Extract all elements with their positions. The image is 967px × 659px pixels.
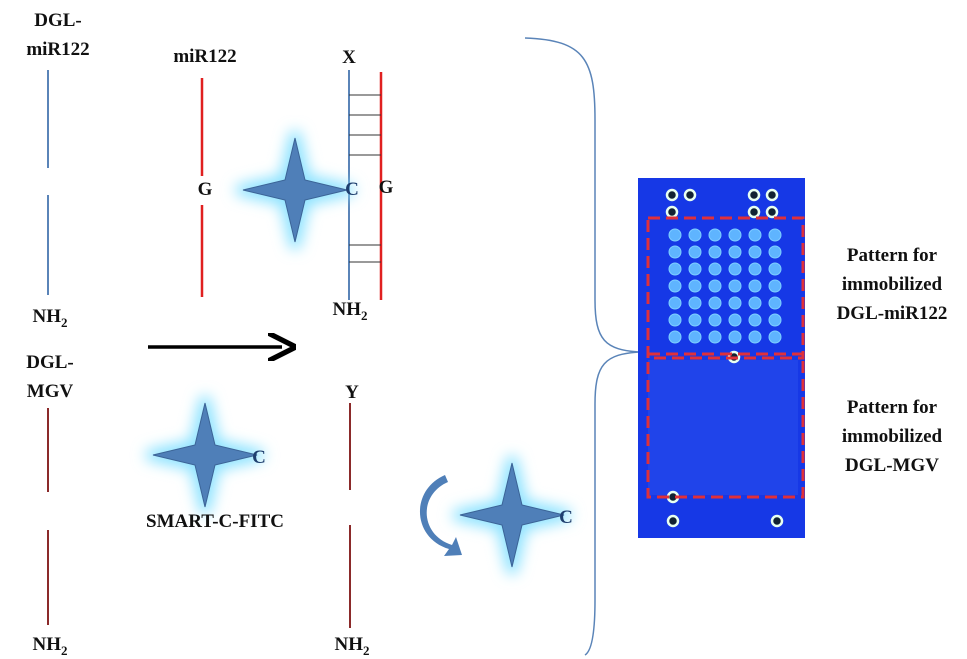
spot xyxy=(689,314,701,326)
label: MGV xyxy=(27,381,74,402)
spot xyxy=(729,331,741,343)
spot xyxy=(709,314,721,326)
label: DGL- xyxy=(26,352,74,373)
spot xyxy=(667,207,677,217)
spot xyxy=(669,280,681,292)
spot xyxy=(769,314,781,326)
spot xyxy=(749,297,761,309)
label: miR122 xyxy=(173,46,236,67)
spot xyxy=(769,263,781,275)
spot xyxy=(669,314,681,326)
spot xyxy=(729,229,741,241)
spot xyxy=(729,280,741,292)
terminus-sub: 2 xyxy=(363,643,370,658)
pattern-label: immobilized xyxy=(842,426,943,447)
base: C xyxy=(559,507,573,528)
spot xyxy=(669,297,681,309)
spot xyxy=(749,246,761,258)
label: DGL- xyxy=(34,10,82,31)
spot xyxy=(709,246,721,258)
probe-star xyxy=(237,132,353,248)
spot xyxy=(749,190,759,200)
terminus-base: NH xyxy=(33,634,62,655)
spot xyxy=(749,263,761,275)
spot xyxy=(689,229,701,241)
spot xyxy=(729,263,741,275)
pattern-label: DGL-MGV xyxy=(845,455,939,476)
spot xyxy=(667,190,677,200)
spot xyxy=(749,280,761,292)
terminus: NH2 xyxy=(33,306,68,330)
spot xyxy=(689,246,701,258)
terminus-base: NH xyxy=(33,306,62,327)
spot xyxy=(709,280,721,292)
label: SMART-C-FITC xyxy=(146,511,284,532)
base: G xyxy=(379,177,394,198)
spot xyxy=(769,331,781,343)
spot xyxy=(769,297,781,309)
pattern-label: DGL-miR122 xyxy=(837,303,948,324)
spot xyxy=(709,263,721,275)
label: X xyxy=(342,47,356,68)
spot xyxy=(729,297,741,309)
spot xyxy=(709,331,721,343)
spot xyxy=(669,246,681,258)
label: Y xyxy=(345,382,359,403)
pattern-label: Pattern for xyxy=(847,397,938,418)
spot xyxy=(749,314,761,326)
spot xyxy=(668,516,678,526)
base: G xyxy=(198,179,213,200)
spot xyxy=(749,229,761,241)
spot xyxy=(689,297,701,309)
probe-star xyxy=(147,397,263,513)
spot xyxy=(669,229,681,241)
spot xyxy=(689,263,701,275)
spot xyxy=(685,190,695,200)
terminus-sub: 2 xyxy=(61,643,68,658)
spot xyxy=(749,331,761,343)
spot xyxy=(772,516,782,526)
terminus: NH2 xyxy=(335,634,370,658)
page: { "dgl_mir122": {"label": ["DGL-", "miR1… xyxy=(0,0,967,659)
spot xyxy=(729,314,741,326)
spot xyxy=(669,331,681,343)
terminus-sub: 2 xyxy=(361,308,368,323)
spot xyxy=(729,246,741,258)
brace xyxy=(525,38,640,655)
base: C xyxy=(252,447,266,468)
spot xyxy=(689,331,701,343)
diagram: DGL- miR122 NH2 miR122 G X C G NH2 DGL- … xyxy=(0,0,967,659)
pattern-label: immobilized xyxy=(842,274,943,295)
spot xyxy=(769,246,781,258)
spot xyxy=(749,207,759,217)
terminus-sub: 2 xyxy=(61,315,68,330)
spot xyxy=(767,207,777,217)
label: miR122 xyxy=(26,39,89,60)
terminus-base: NH xyxy=(335,634,364,655)
terminus: NH2 xyxy=(33,634,68,658)
spot xyxy=(769,280,781,292)
spot xyxy=(669,263,681,275)
spot xyxy=(689,280,701,292)
terminus-base: NH xyxy=(333,299,362,320)
spot xyxy=(709,229,721,241)
terminus: NH2 xyxy=(333,299,368,323)
pattern-label: Pattern for xyxy=(847,245,938,266)
spot xyxy=(769,229,781,241)
base: C xyxy=(345,179,359,200)
probe-star xyxy=(454,457,570,573)
spot xyxy=(767,190,777,200)
spot xyxy=(709,297,721,309)
